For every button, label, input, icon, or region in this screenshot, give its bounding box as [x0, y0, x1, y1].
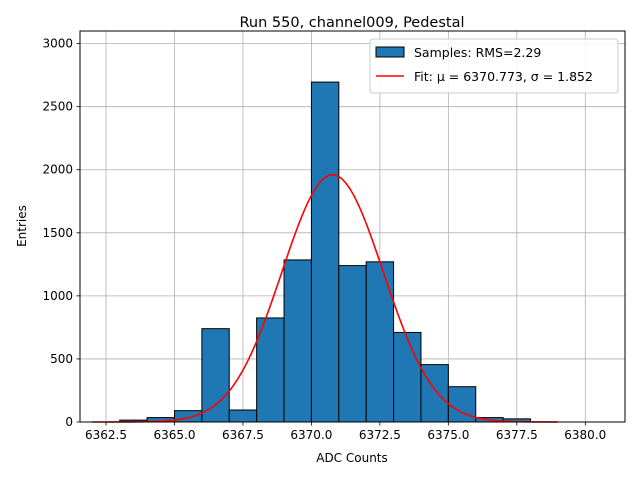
y-tick-label: 3000	[42, 37, 73, 51]
legend-label-fit: Fit: μ = 6370.773, σ = 1.852	[414, 69, 593, 84]
x-axis-ticks: 6362.5 6365.0 6367.5 6370.0 6372.5 6375.0 6377…	[85, 422, 606, 442]
histogram-bar	[420, 364, 449, 423]
x-tick-label: 6372.5	[359, 428, 401, 442]
x-tick-label: 6370.0	[290, 428, 332, 442]
x-tick-label: 6365.0	[153, 428, 195, 442]
histogram-bar	[393, 331, 422, 423]
histogram-bar	[256, 317, 285, 423]
y-tick-label: 2500	[42, 100, 73, 114]
histogram-bar	[201, 328, 230, 423]
y-axis-label: Entries	[15, 205, 29, 247]
histogram-bar	[283, 259, 312, 423]
histogram-bar	[228, 409, 258, 423]
x-tick-label: 6380.0	[564, 428, 606, 442]
x-tick-label: 6367.5	[222, 428, 264, 442]
legend-swatch-samples	[375, 46, 405, 58]
legend-label-samples: Samples: RMS=2.29	[414, 45, 541, 60]
y-tick-label: 2000	[42, 163, 73, 177]
x-axis-label: ADC Counts	[316, 451, 388, 465]
histogram-bar	[365, 261, 395, 423]
histogram-bar	[310, 81, 340, 423]
histogram-bar	[338, 265, 367, 423]
y-axis-ticks: 0 500 1000 1500 2000 2500 3000	[42, 37, 80, 429]
y-tick-label: 500	[50, 352, 73, 366]
y-tick-label: 1000	[42, 289, 73, 303]
plot-frame	[79, 30, 626, 423]
y-tick-label: 1500	[42, 226, 73, 240]
x-tick-label: 6362.5	[85, 428, 127, 442]
histogram-bar	[447, 386, 477, 423]
legend: Samples: RMS=2.29 Fit: μ = 6370.773, σ =…	[369, 38, 619, 94]
chart-title: Run 550, channel009, Pedestal	[239, 15, 464, 31]
y-tick-label: 0	[65, 415, 73, 429]
x-tick-label: 6377.5	[496, 428, 538, 442]
fit-curve	[92, 173, 558, 423]
x-tick-label: 6375.0	[427, 428, 469, 442]
legend-box	[369, 38, 619, 94]
